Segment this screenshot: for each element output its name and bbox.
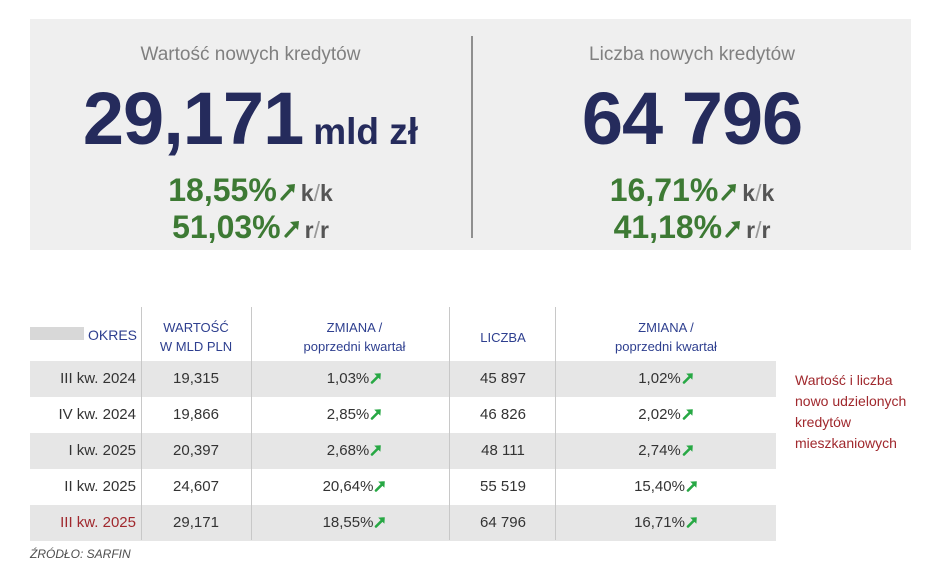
arrow-up-right-icon <box>725 221 741 238</box>
count-change-yoy-pct: 41,18% <box>613 209 723 245</box>
source-note: ŹRÓDŁO: SARFIN <box>30 547 131 561</box>
cell-zmiana-liczba: 15,40% <box>556 469 776 505</box>
cell-okres: II kw. 2025 <box>64 478 136 495</box>
cell-zmiana-wartosc: 18,55% <box>252 505 457 541</box>
table-row: IV kw. 2024 19,866 2,85% 46 826 2,02% <box>30 397 776 433</box>
column-separator <box>141 307 142 540</box>
table-row: III kw. 2025 29,171 18,55% 64 796 16,71% <box>30 505 776 541</box>
value-title: Wartość nowych kredytów <box>140 44 361 65</box>
value-total: 29,171 mld zł <box>30 74 471 177</box>
cell-wartosc: 19,866 <box>173 406 219 423</box>
arrow-up-right-icon <box>375 481 386 492</box>
arrow-up-right-icon <box>686 481 697 492</box>
header-wartosc: WARTOŚĆ W MLD PLN <box>159 320 233 354</box>
table-row: I kw. 2025 20,397 2,68% 48 111 2,74% <box>30 433 776 469</box>
cell-liczba: 46 826 <box>480 406 526 423</box>
arrow-up-right-icon <box>284 221 299 238</box>
arrow-up-right-icon <box>682 409 693 420</box>
arrow-up-right-icon <box>370 445 382 456</box>
count-change-qoq: 16,71% k/k <box>473 171 911 212</box>
arrow-up-right-icon <box>682 445 693 456</box>
cell-zmiana-liczba: 2,02% <box>556 397 776 433</box>
okres-header-bar <box>30 327 84 340</box>
panel-divider <box>471 36 473 238</box>
value-change-yoy-period: r/r <box>304 217 329 243</box>
cell-zmiana-liczba: 2,74% <box>556 433 776 469</box>
cell-zmiana-wartosc: 20,64% <box>252 469 457 505</box>
cell-zmiana-liczba: 1,02% <box>556 361 776 397</box>
cell-liczba: 48 111 <box>481 442 525 459</box>
cell-zmiana-wartosc: 2,68% <box>252 433 457 469</box>
cell-okres: III kw. 2024 <box>60 370 136 387</box>
arrow-up-right-icon <box>280 184 295 201</box>
cell-okres: III kw. 2025 <box>60 514 136 531</box>
header-zmiana-liczba: ZMIANA / poprzedni kwartał <box>615 320 717 354</box>
cell-liczba: 64 796 <box>480 514 526 531</box>
cell-wartosc: 19,315 <box>173 370 219 387</box>
summary-panel: Wartość nowych kredytów 29,171 mld zł 18,… <box>30 19 911 250</box>
value-unit: mld zł <box>313 111 419 152</box>
value-number: 29,171 <box>82 77 304 160</box>
column-separator <box>251 307 252 540</box>
cell-wartosc: 29,171 <box>173 514 219 531</box>
count-change-qoq-period: k/k <box>742 180 775 206</box>
column-separator <box>449 307 450 540</box>
arrow-up-right-icon <box>682 373 693 384</box>
arrow-up-right-icon <box>686 517 697 528</box>
cell-wartosc: 20,397 <box>173 442 219 459</box>
count-change-yoy-period: r/r <box>746 217 771 243</box>
cell-zmiana-wartosc: 2,85% <box>252 397 457 433</box>
column-separator <box>555 307 556 540</box>
arrow-up-right-icon <box>721 184 737 201</box>
count-change-qoq-pct: 16,71% <box>609 172 719 208</box>
value-change-qoq: 18,55% k/k <box>30 171 471 212</box>
cell-liczba: 55 519 <box>480 478 526 495</box>
value-change-qoq-period: k/k <box>300 180 333 206</box>
value-change-yoy-pct: 51,03% <box>172 209 281 245</box>
value-change-qoq-pct: 18,55% <box>168 172 277 208</box>
cell-zmiana-liczba: 16,71% <box>556 505 776 541</box>
count-title: Liczba nowych kredytów <box>589 44 795 65</box>
header-okres: OKRES <box>88 327 138 343</box>
value-change-yoy: 51,03% r/r <box>30 208 471 249</box>
arrow-up-right-icon <box>370 409 382 420</box>
cell-okres: IV kw. 2024 <box>58 406 136 423</box>
chart-caption: Wartość i liczba nowo udzielonych kredyt… <box>795 372 907 451</box>
arrow-up-right-icon <box>375 517 386 528</box>
cell-wartosc: 24,607 <box>173 478 219 495</box>
cell-liczba: 45 897 <box>480 370 526 387</box>
table-row: II kw. 2025 24,607 20,64% 55 519 15,40% <box>30 469 776 505</box>
header-liczba: LICZBA <box>480 329 526 345</box>
cell-okres: I kw. 2025 <box>68 442 136 459</box>
header-zmiana-wartosc: ZMIANA / poprzedni kwartał <box>303 320 406 354</box>
table-row: III kw. 2024 19,315 1,03% 45 897 1,02% <box>30 361 776 397</box>
cell-zmiana-wartosc: 1,03% <box>252 361 457 397</box>
arrow-up-right-icon <box>370 373 382 384</box>
count-change-yoy: 41,18% r/r <box>473 208 911 249</box>
count-total: 64 796 <box>581 77 803 160</box>
